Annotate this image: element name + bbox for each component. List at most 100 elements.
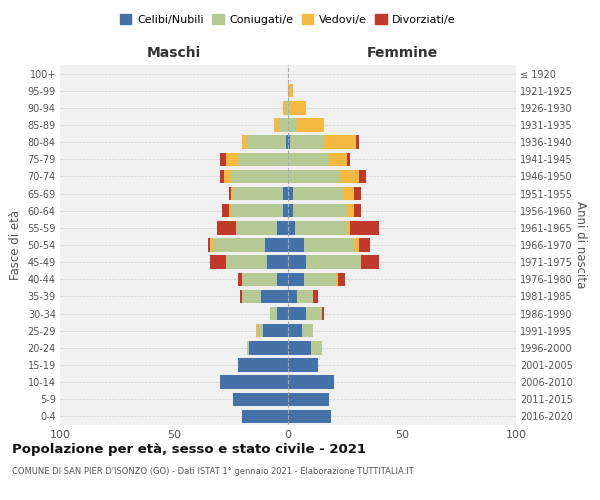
Bar [236,221,277,234]
Bar [247,341,249,354]
Bar [270,307,277,320]
Bar [288,204,293,218]
Bar [288,118,297,132]
Bar [304,238,354,252]
Bar [242,290,260,303]
Bar [268,256,288,269]
Bar [297,290,313,303]
Bar [277,221,288,234]
Bar [288,84,293,98]
Bar [220,152,226,166]
Bar [293,187,343,200]
Text: COMUNE DI SAN PIER D'ISONZO (GO) - Dati ISTAT 1° gennaio 2021 - Elaborazione TUT: COMUNE DI SAN PIER D'ISONZO (GO) - Dati … [12,468,414,476]
Bar [226,152,238,166]
Bar [288,290,297,303]
Bar [233,392,288,406]
Bar [288,358,317,372]
Bar [240,290,242,303]
Y-axis label: Fasce di età: Fasce di età [9,210,22,280]
Bar [356,136,359,149]
Bar [286,136,288,149]
Bar [293,204,347,218]
Bar [336,272,338,286]
Bar [329,152,347,166]
Bar [302,324,313,338]
Bar [347,152,350,166]
Bar [322,307,325,320]
Bar [306,256,361,269]
Bar [220,376,288,389]
Bar [247,136,286,149]
Bar [288,238,304,252]
Text: Maschi: Maschi [147,46,201,60]
Bar [224,170,231,183]
Bar [288,221,295,234]
Bar [263,324,288,338]
Bar [288,136,290,149]
Bar [283,204,288,218]
Bar [306,307,322,320]
Bar [311,341,322,354]
Bar [288,170,340,183]
Bar [354,204,361,218]
Bar [347,221,350,234]
Bar [231,170,288,183]
Bar [286,101,288,114]
Bar [277,307,288,320]
Bar [233,187,283,200]
Bar [231,187,233,200]
Bar [260,290,288,303]
Bar [359,238,370,252]
Bar [288,392,329,406]
Bar [359,170,365,183]
Bar [350,221,379,234]
Bar [213,238,265,252]
Bar [288,101,290,114]
Bar [222,204,229,218]
Bar [283,187,288,200]
Bar [354,238,359,252]
Bar [288,324,302,338]
Bar [217,221,236,234]
Bar [338,272,345,286]
Bar [279,118,288,132]
Bar [340,170,359,183]
Bar [242,136,247,149]
Legend: Celibi/Nubili, Coniugati/e, Vedovi/e, Divorziati/e: Celibi/Nubili, Coniugati/e, Vedovi/e, Di… [116,10,460,29]
Bar [295,221,347,234]
Bar [288,256,306,269]
Text: Popolazione per età, sesso e stato civile - 2021: Popolazione per età, sesso e stato civil… [12,442,366,456]
Bar [347,204,354,218]
Bar [313,290,317,303]
Bar [220,170,224,183]
Bar [242,410,288,423]
Bar [238,152,288,166]
Bar [211,256,226,269]
Y-axis label: Anni di nascita: Anni di nascita [574,202,587,288]
Bar [325,136,356,149]
Bar [277,272,288,286]
Bar [256,324,259,338]
Bar [361,256,379,269]
Bar [231,204,283,218]
Bar [226,256,268,269]
Bar [288,410,331,423]
Bar [288,152,329,166]
Bar [249,341,288,354]
Bar [259,324,263,338]
Bar [242,272,277,286]
Bar [304,272,336,286]
Bar [354,187,361,200]
Bar [290,101,306,114]
Bar [288,272,304,286]
Bar [265,238,288,252]
Bar [229,187,231,200]
Text: Femmine: Femmine [367,46,437,60]
Bar [283,101,286,114]
Bar [290,136,325,149]
Bar [288,187,293,200]
Bar [343,187,354,200]
Bar [297,118,325,132]
Bar [288,307,306,320]
Bar [208,238,211,252]
